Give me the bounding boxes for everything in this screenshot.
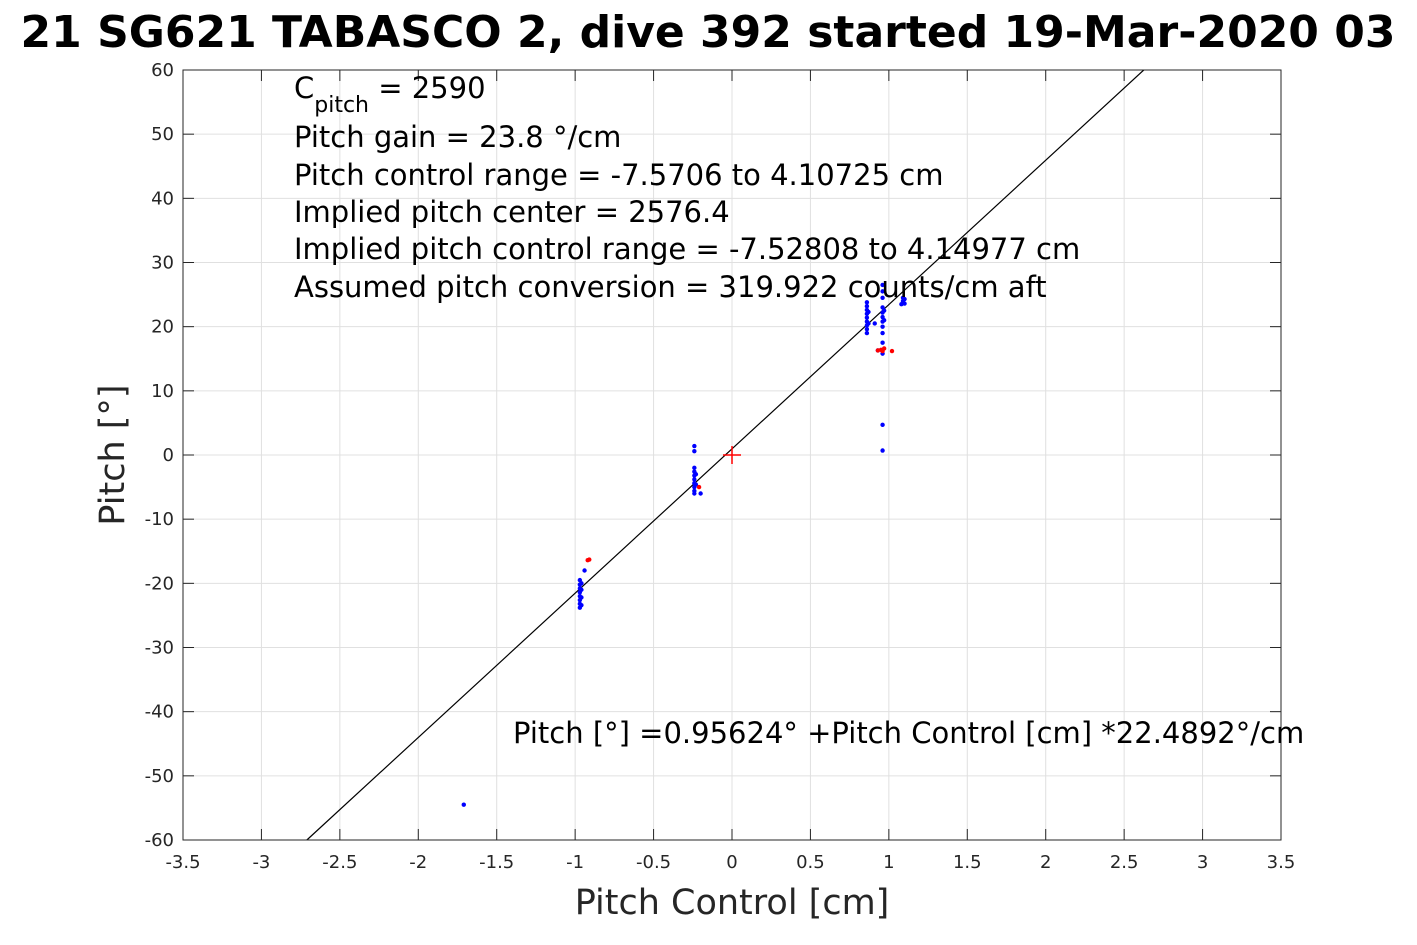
data-point — [696, 484, 702, 490]
data-point — [880, 295, 885, 300]
y-tick-label: -50 — [145, 766, 174, 787]
data-point — [692, 465, 697, 471]
data-point — [579, 595, 584, 600]
x-tick-label: 0 — [726, 852, 737, 873]
data-points — [461, 282, 907, 807]
x-tick-label: 2 — [1040, 852, 1051, 873]
data-point — [692, 477, 697, 482]
data-point — [889, 348, 895, 354]
y-tick-label: -60 — [145, 830, 174, 851]
y-axis-ticks: 60 50 40 30 20 10 0 -10 -20 -30 -40 -50 -60 — [145, 60, 1281, 851]
data-point — [866, 321, 871, 326]
data-point — [864, 315, 870, 320]
x-tick-label: -3.5 — [165, 852, 200, 873]
data-point — [698, 491, 703, 496]
x-axis-ticks: -3.5 -3 -2.5 -2 -1.5 -1 -0.5 0 0.5 1 1.5 2 2.5 3 3.5 — [165, 70, 1295, 873]
x-tick-label: -2.5 — [322, 852, 357, 873]
data-point — [693, 482, 699, 487]
y-tick-label: -10 — [145, 509, 174, 530]
center-marker — [723, 446, 741, 464]
implied-center-annotation: Implied pitch center = 2576.4 — [294, 195, 730, 229]
control-range-annotation: Pitch control range = -7.5706 to 4.10725… — [294, 158, 943, 192]
data-point — [579, 602, 584, 608]
data-point — [880, 340, 885, 345]
x-tick-label: -2 — [409, 852, 427, 873]
y-tick-label: 60 — [151, 60, 174, 81]
y-tick-label: -40 — [145, 702, 174, 723]
c-pitch-annotation: Cpitch = 2590 — [294, 71, 486, 118]
data-point — [692, 448, 697, 454]
y-tick-label: -20 — [145, 573, 174, 594]
data-point — [881, 308, 887, 313]
x-tick-label: 3.5 — [1267, 852, 1296, 873]
data-point — [872, 321, 877, 326]
data-point — [866, 309, 871, 315]
y-tick-label: -30 — [145, 638, 174, 659]
x-tick-label: 3 — [1197, 852, 1208, 873]
x-tick-label: -3 — [252, 852, 270, 873]
data-point — [880, 282, 885, 288]
x-tick-label: 1 — [883, 852, 894, 873]
data-point — [461, 802, 466, 807]
y-tick-label: 30 — [151, 253, 174, 274]
data-point — [864, 303, 870, 309]
y-tick-label: 40 — [151, 188, 174, 209]
x-tick-label: 2.5 — [1110, 852, 1139, 873]
data-point — [864, 330, 870, 336]
fit-equation-annotation: Pitch [°] =0.95624° +Pitch Control [cm] … — [513, 716, 1304, 750]
data-point — [881, 318, 887, 323]
data-point — [880, 330, 885, 336]
data-point — [864, 300, 870, 305]
data-point — [579, 587, 584, 592]
y-tick-label: 0 — [163, 445, 174, 466]
x-axis-label: Pitch Control [cm] — [575, 883, 890, 923]
implied-range-annotation: Implied pitch control range = -7.52808 t… — [294, 232, 1080, 266]
data-point — [582, 568, 587, 573]
x-tick-label: -0.5 — [636, 852, 671, 873]
data-point — [692, 443, 697, 449]
data-point — [579, 581, 584, 586]
conversion-annotation: Assumed pitch conversion = 319.922 count… — [294, 270, 1047, 304]
data-point — [881, 346, 887, 351]
y-tick-label: 20 — [151, 317, 174, 338]
data-point — [864, 327, 870, 332]
data-point — [880, 289, 885, 294]
y-tick-label: 50 — [151, 124, 174, 145]
chart-title: 21 SG621 TABASCO 2, dive 392 started 19-… — [21, 7, 1396, 58]
data-point — [693, 472, 699, 477]
data-point — [902, 296, 907, 302]
x-tick-label: -1 — [566, 852, 584, 873]
data-point — [587, 557, 592, 562]
data-point — [692, 491, 697, 496]
data-point — [902, 301, 907, 306]
data-point — [880, 324, 885, 329]
x-tick-label: 1.5 — [953, 852, 982, 873]
c-pitch-subscript: pitch — [314, 93, 369, 118]
stats-annotation: Cpitch = 2590 Pitch gain = 23.8 °/cm Pit… — [294, 71, 1080, 304]
plot-box — [182, 69, 1282, 841]
x-tick-label: -1.5 — [479, 852, 514, 873]
x-tick-label: 0.5 — [796, 852, 825, 873]
data-point — [880, 422, 885, 428]
c-pitch-base: C — [294, 71, 314, 105]
data-point — [880, 448, 885, 453]
c-pitch-value: = 2590 — [369, 71, 486, 105]
y-tick-label: 10 — [151, 381, 174, 402]
y-axis-label: Pitch [°] — [93, 384, 133, 525]
pitch-gain-annotation: Pitch gain = 23.8 °/cm — [294, 120, 621, 154]
